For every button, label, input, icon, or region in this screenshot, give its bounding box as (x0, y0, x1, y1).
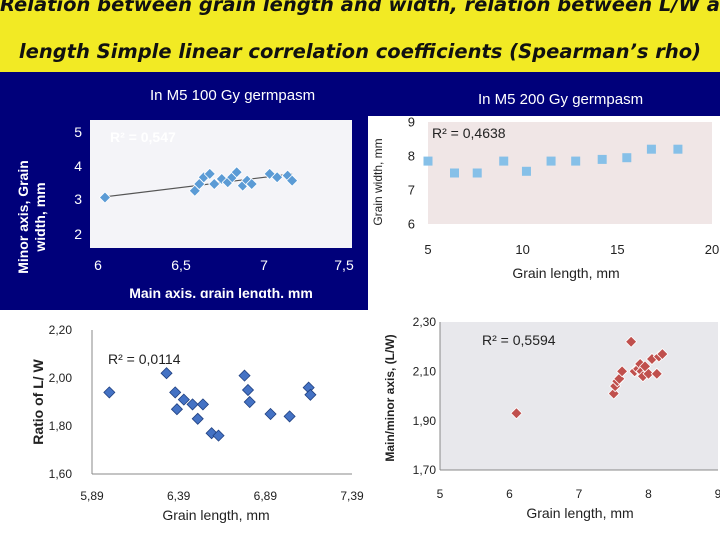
x-tick-label: 6 (94, 257, 102, 273)
y-tick-label: 8 (408, 149, 415, 164)
x-tick-label: 8 (645, 487, 652, 501)
data-point (622, 153, 632, 163)
data-point (423, 156, 433, 166)
data-point (673, 144, 683, 154)
data-point (597, 154, 607, 164)
y-tick-label: 1,60 (49, 467, 73, 481)
x-axis-title: Grain length, mm (512, 265, 619, 281)
r-squared-label: R² = 0,0114 (108, 351, 181, 367)
r-squared-label: R² = 0,547 (110, 129, 176, 145)
x-tick-label: 10 (515, 242, 529, 257)
x-tick-label: 6,5 (171, 257, 191, 273)
data-point (646, 144, 656, 154)
data-point (472, 168, 482, 178)
data-point (616, 365, 629, 378)
data-point (283, 410, 296, 423)
data-point (286, 174, 299, 187)
slide-title-line-1: Relation between grain length and width,… (0, 0, 720, 16)
data-point (271, 171, 284, 184)
data-point (450, 168, 460, 178)
x-tick-label: 9 (715, 487, 720, 501)
plot-area (92, 330, 352, 474)
data-point (625, 335, 638, 348)
chart-200gy: 5 10 15 20 6 7 8 9 In M5 200 Gy germpasm R² = 0,4… (368, 72, 720, 298)
data-point (241, 383, 255, 397)
x-tick-label: 5 (437, 487, 444, 501)
data-point (169, 386, 182, 399)
data-point (304, 388, 317, 401)
r-squared-label: R² = 0,4638 (432, 125, 506, 141)
data-point (238, 369, 251, 382)
x-tick-label: 7 (576, 487, 583, 501)
r-squared-label: R² = 0,5594 (482, 332, 556, 348)
y-tick-label: 2,20 (49, 323, 73, 337)
y-tick-label: 9 (408, 115, 415, 130)
x-tick-label: 7 (260, 257, 268, 273)
data-point (203, 167, 216, 180)
chart-main-minor: 5 6 7 8 9 1,70 1,90 2,10 2,30 R² = 0,5594 Grain le… (368, 298, 720, 540)
y-tick-label: 2,10 (413, 365, 437, 379)
chart-ratio-lw: 5,89 6,39 6,89 7,39 1,60 1,80 2,00 2,20 R² = 0,0… (0, 310, 368, 540)
data-point (521, 166, 531, 176)
data-point (650, 367, 663, 380)
data-point (177, 393, 190, 406)
x-tick-label: 6,39 (167, 489, 191, 503)
y-tick-label: 2 (74, 226, 82, 242)
y-tick-label: 6 (408, 217, 415, 232)
chart-100gy: 6 6,5 7 7,5 2 3 4 5 In M5 100 Gy germpasm R² = 0,… (0, 72, 368, 298)
data-point (160, 367, 173, 380)
data-point (656, 348, 669, 361)
title-banner: Relation between grain length and width,… (0, 0, 720, 72)
y-tick-label: 4 (74, 158, 82, 174)
y-tick-label: 3 (74, 191, 82, 207)
data-point (230, 166, 243, 179)
slide-title-line-2: length Simple linear correlation coeffic… (18, 40, 702, 63)
data-point (571, 156, 581, 166)
data-point (546, 156, 556, 166)
data-point (196, 398, 209, 411)
data-point (170, 403, 183, 416)
data-point (191, 412, 204, 425)
x-axis-title: Grain length, mm (162, 507, 269, 523)
data-point (245, 177, 258, 191)
x-tick-label: 6,89 (254, 489, 278, 503)
plot-area (440, 322, 718, 470)
x-tick-label: 20 (705, 242, 719, 257)
data-point (499, 156, 509, 166)
y-tick-label: 1,70 (413, 463, 437, 477)
x-tick-label: 7,5 (334, 257, 354, 273)
data-point (642, 367, 655, 380)
y-axis-title: Main/minor axis, (L/W) (383, 334, 397, 461)
data-point (103, 386, 116, 399)
x-tick-label: 6 (506, 487, 513, 501)
chart-title: In M5 200 Gy germpasm (478, 91, 643, 108)
x-tick-label: 7,39 (340, 489, 364, 503)
x-tick-label: 5 (424, 242, 431, 257)
y-tick-label: 1,90 (413, 414, 437, 428)
data-point (243, 395, 256, 409)
data-point (98, 191, 112, 204)
chart-title-band (368, 72, 720, 116)
data-point (510, 407, 523, 420)
x-axis-title: Grain length, mm (526, 505, 633, 521)
x-tick-label: 15 (610, 242, 624, 257)
y-axis-title: Minor axis, Grainwidth, mm (15, 160, 48, 274)
x-tick-label: 5,89 (80, 489, 104, 503)
data-point (208, 177, 221, 191)
y-tick-label: 2,00 (49, 371, 73, 385)
y-tick-label: 2,30 (413, 315, 437, 329)
y-axis-title: Grain width, mm (371, 138, 385, 225)
data-point (186, 398, 199, 411)
data-point (264, 407, 277, 421)
y-tick-label: 7 (408, 183, 415, 198)
chart-title: In M5 100 Gy germpasm (150, 87, 315, 104)
x-axis-title: Main axis, grain length, mm (129, 285, 313, 298)
y-tick-label: 1,80 (49, 419, 73, 433)
y-axis-title: Ratio of L/ W (30, 358, 46, 444)
y-tick-label: 5 (74, 124, 82, 140)
data-point (212, 429, 225, 442)
